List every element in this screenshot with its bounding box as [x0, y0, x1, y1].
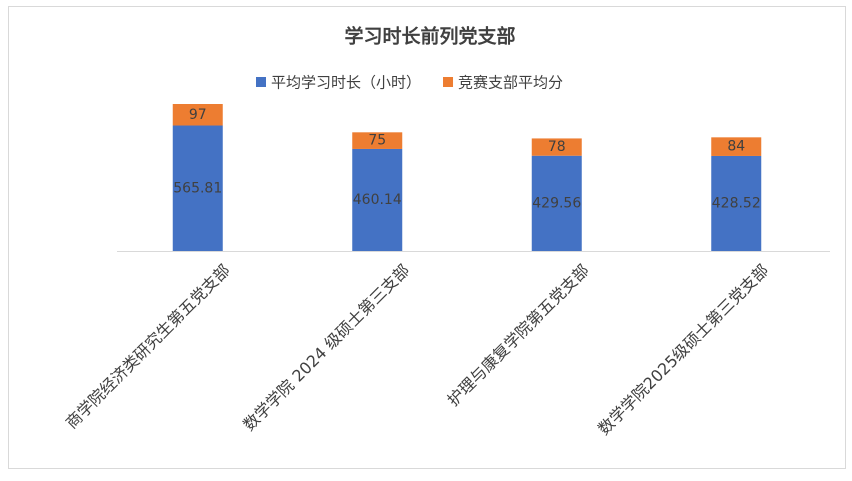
legend: 平均学习时长（小时） 竞赛支部平均分	[256, 74, 563, 92]
chart-border	[8, 6, 846, 469]
bar-segment	[352, 148, 403, 251]
bar-segment	[352, 132, 403, 149]
legend-swatch	[256, 77, 266, 87]
legend-label: 平均学习时长（小时）	[271, 74, 421, 92]
bar-segment	[172, 104, 223, 126]
data-label: 429.56	[532, 195, 581, 211]
data-label: 97	[189, 107, 207, 123]
bar-segment	[172, 125, 223, 251]
data-label: 460.14	[353, 192, 402, 208]
bar-segment	[711, 137, 762, 156]
data-label: 84	[727, 139, 745, 155]
data-label: 428.52	[712, 195, 761, 211]
data-label: 75	[368, 133, 386, 149]
legend-label: 竞赛支部平均分	[458, 74, 563, 92]
chart-title: 学习时长前列党支部	[344, 25, 515, 48]
data-label: 565.81	[173, 180, 222, 196]
data-label: 78	[548, 139, 566, 155]
bar-segment	[531, 138, 582, 156]
bar-segment	[711, 155, 762, 251]
legend-swatch	[443, 77, 454, 87]
bar-segment	[531, 155, 582, 251]
